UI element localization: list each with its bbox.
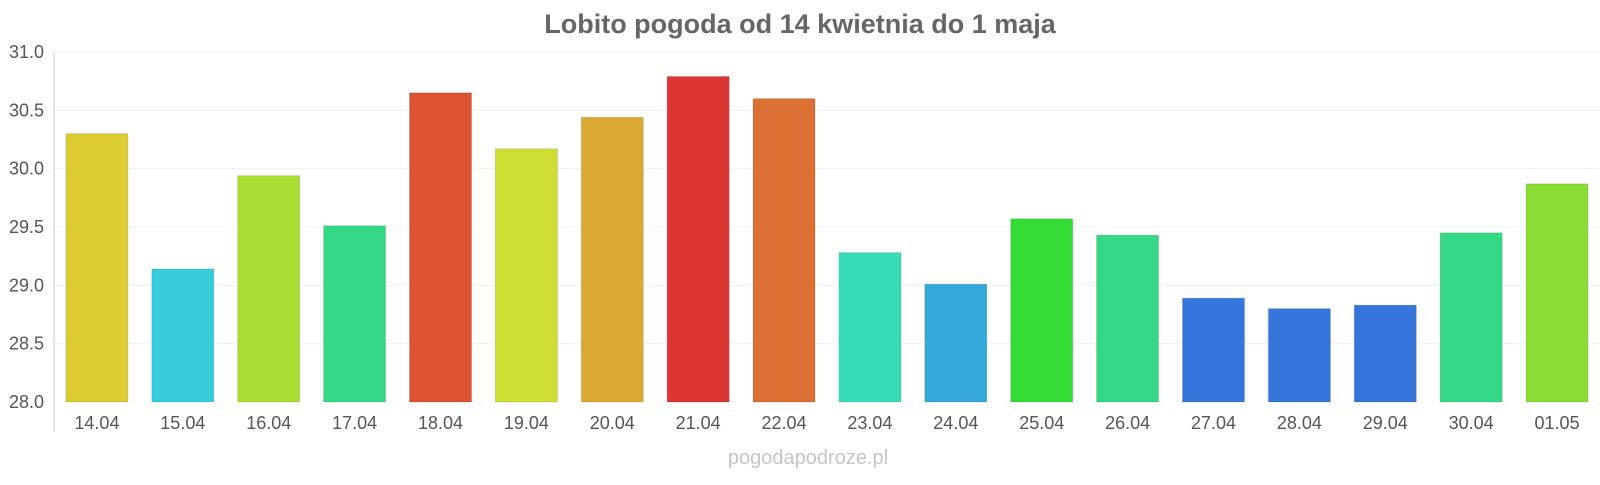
y-tick-label: 29.5 xyxy=(9,217,44,237)
x-tick-label: 25.04 xyxy=(1019,413,1064,433)
y-axis-ticks: 28.0 28.5 29.0 29.5 30.0 30.5 31.0 xyxy=(9,42,44,412)
x-tick-label: 18.04 xyxy=(418,413,463,433)
bar xyxy=(1182,297,1245,403)
x-axis-ticks: 14.04 15.04 16.04 17.04 18.04 19.04 20.04 21.04… xyxy=(74,413,1579,433)
bar xyxy=(1096,234,1160,403)
x-tick-label: 01.05 xyxy=(1535,413,1580,433)
x-tick-label: 21.04 xyxy=(676,413,721,433)
x-tick-label: 14.04 xyxy=(74,413,119,433)
x-tick-label: 29.04 xyxy=(1363,413,1408,433)
bar xyxy=(1010,218,1074,403)
bar xyxy=(838,252,902,403)
bar xyxy=(151,268,215,403)
x-tick-label: 30.04 xyxy=(1449,413,1494,433)
bar xyxy=(752,98,816,403)
bar xyxy=(494,148,558,403)
y-tick-label: 31.0 xyxy=(9,42,44,62)
grid-lines xyxy=(54,51,1600,345)
bar xyxy=(1439,232,1503,403)
bar xyxy=(1267,308,1331,403)
bar xyxy=(409,92,472,403)
bar xyxy=(924,283,988,403)
x-tick-label: 17.04 xyxy=(332,413,377,433)
bar xyxy=(1353,304,1417,403)
chart-title: Lobito pogoda od 14 kwietnia do 1 maja xyxy=(544,9,1057,39)
bar xyxy=(666,76,730,403)
x-tick-label: 23.04 xyxy=(847,413,892,433)
bar xyxy=(1525,183,1589,403)
bar xyxy=(580,116,644,403)
y-tick-label: 30.5 xyxy=(9,100,44,120)
bar xyxy=(237,175,301,403)
x-tick-label: 20.04 xyxy=(590,413,635,433)
x-tick-label: 16.04 xyxy=(246,413,291,433)
y-tick-label: 28.5 xyxy=(9,334,44,354)
y-tick-label: 28.0 xyxy=(9,392,44,412)
x-tick-label: 26.04 xyxy=(1105,413,1150,433)
bar xyxy=(65,133,129,403)
bar xyxy=(323,225,387,403)
x-tick-label: 28.04 xyxy=(1277,413,1322,433)
y-tick-label: 29.0 xyxy=(9,275,44,295)
y-tick-label: 30.0 xyxy=(9,159,44,179)
watermark-text: pogodapodroze.pl xyxy=(728,447,888,469)
x-tick-label: 24.04 xyxy=(933,413,978,433)
x-tick-label: 15.04 xyxy=(160,413,205,433)
x-tick-label: 27.04 xyxy=(1191,413,1236,433)
x-tick-label: 19.04 xyxy=(504,413,549,433)
bars xyxy=(65,76,1589,403)
x-tick-label: 22.04 xyxy=(762,413,807,433)
